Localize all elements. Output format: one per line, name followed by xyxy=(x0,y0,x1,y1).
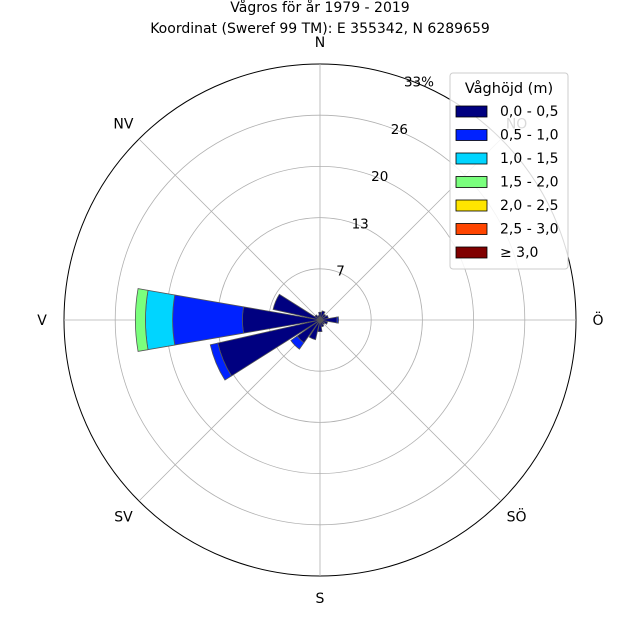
legend-label: 1,5 - 2,0 xyxy=(500,175,558,191)
legend-swatch xyxy=(455,152,488,165)
sector-bar-segment xyxy=(134,288,149,352)
sector-bar-segment xyxy=(319,314,329,321)
sector-bar-segment xyxy=(316,314,321,321)
sector-bar-segment xyxy=(172,294,245,346)
direction-label: V xyxy=(37,313,47,329)
sector-bar-segment xyxy=(290,335,305,350)
legend-swatch xyxy=(455,246,488,259)
legend-entries: 0,0 - 0,5 0,5 - 1,0 1,0 - 1,5 1,5 - 2,0 2,0 … xyxy=(455,104,558,261)
direction-label: Ö xyxy=(592,311,603,329)
chart-subtitle: Koordinat (Sweref 99 TM): E 355342, N 62… xyxy=(150,21,490,37)
legend-title: Våghöjd (m) xyxy=(465,80,553,97)
legend-swatch xyxy=(455,105,488,118)
sector-bar-segment xyxy=(308,319,321,341)
legend-label: 2,0 - 2,5 xyxy=(500,198,558,214)
legend-label: 0,0 - 0,5 xyxy=(500,104,558,120)
chart-title: Vågros för år 1979 - 2019 xyxy=(230,0,409,16)
radial-tick-label: 33% xyxy=(404,74,434,90)
legend-swatch xyxy=(455,129,488,141)
sector-bar-segment xyxy=(209,342,233,381)
legend-label: ≥ 3,0 xyxy=(500,245,538,261)
direction-labels: NNVVSVSSÖÖNO xyxy=(37,35,603,607)
direction-label: S xyxy=(316,591,325,607)
direction-label: SÖ xyxy=(507,508,527,526)
legend: Våghöjd (m) 0,0 - 0,5 0,5 - 1,0 1,0 - 1,5 1… xyxy=(449,72,569,270)
radial-tick-label: 13 xyxy=(352,216,369,232)
sector-bar-segment xyxy=(145,289,176,351)
radial-tick-label: 20 xyxy=(371,169,388,185)
legend-label: 0,5 - 1,0 xyxy=(500,128,558,144)
sector-bars xyxy=(134,288,340,381)
legend-frame xyxy=(449,72,569,270)
sector-bar-segment xyxy=(317,319,323,333)
radial-tick-labels: 7 13 20 26 33% xyxy=(336,74,434,279)
grid-spoke xyxy=(319,319,502,502)
legend-label: 2,5 - 3,0 xyxy=(500,222,558,238)
sector-bar-segment xyxy=(336,316,340,324)
legend-label: 1,0 - 1,5 xyxy=(500,151,558,167)
radial-tick-label: 26 xyxy=(391,122,408,138)
legend-swatch xyxy=(455,223,488,235)
grid-spoke xyxy=(138,319,321,502)
sector-bar-segment xyxy=(272,293,321,321)
direction-label: NV xyxy=(113,116,133,132)
legend-swatch xyxy=(455,176,488,188)
direction-label: N xyxy=(315,35,325,51)
radial-tick-label: 7 xyxy=(336,264,345,280)
direction-label: SV xyxy=(114,510,133,526)
grid-spoke xyxy=(138,138,321,321)
legend-swatch xyxy=(455,199,488,212)
